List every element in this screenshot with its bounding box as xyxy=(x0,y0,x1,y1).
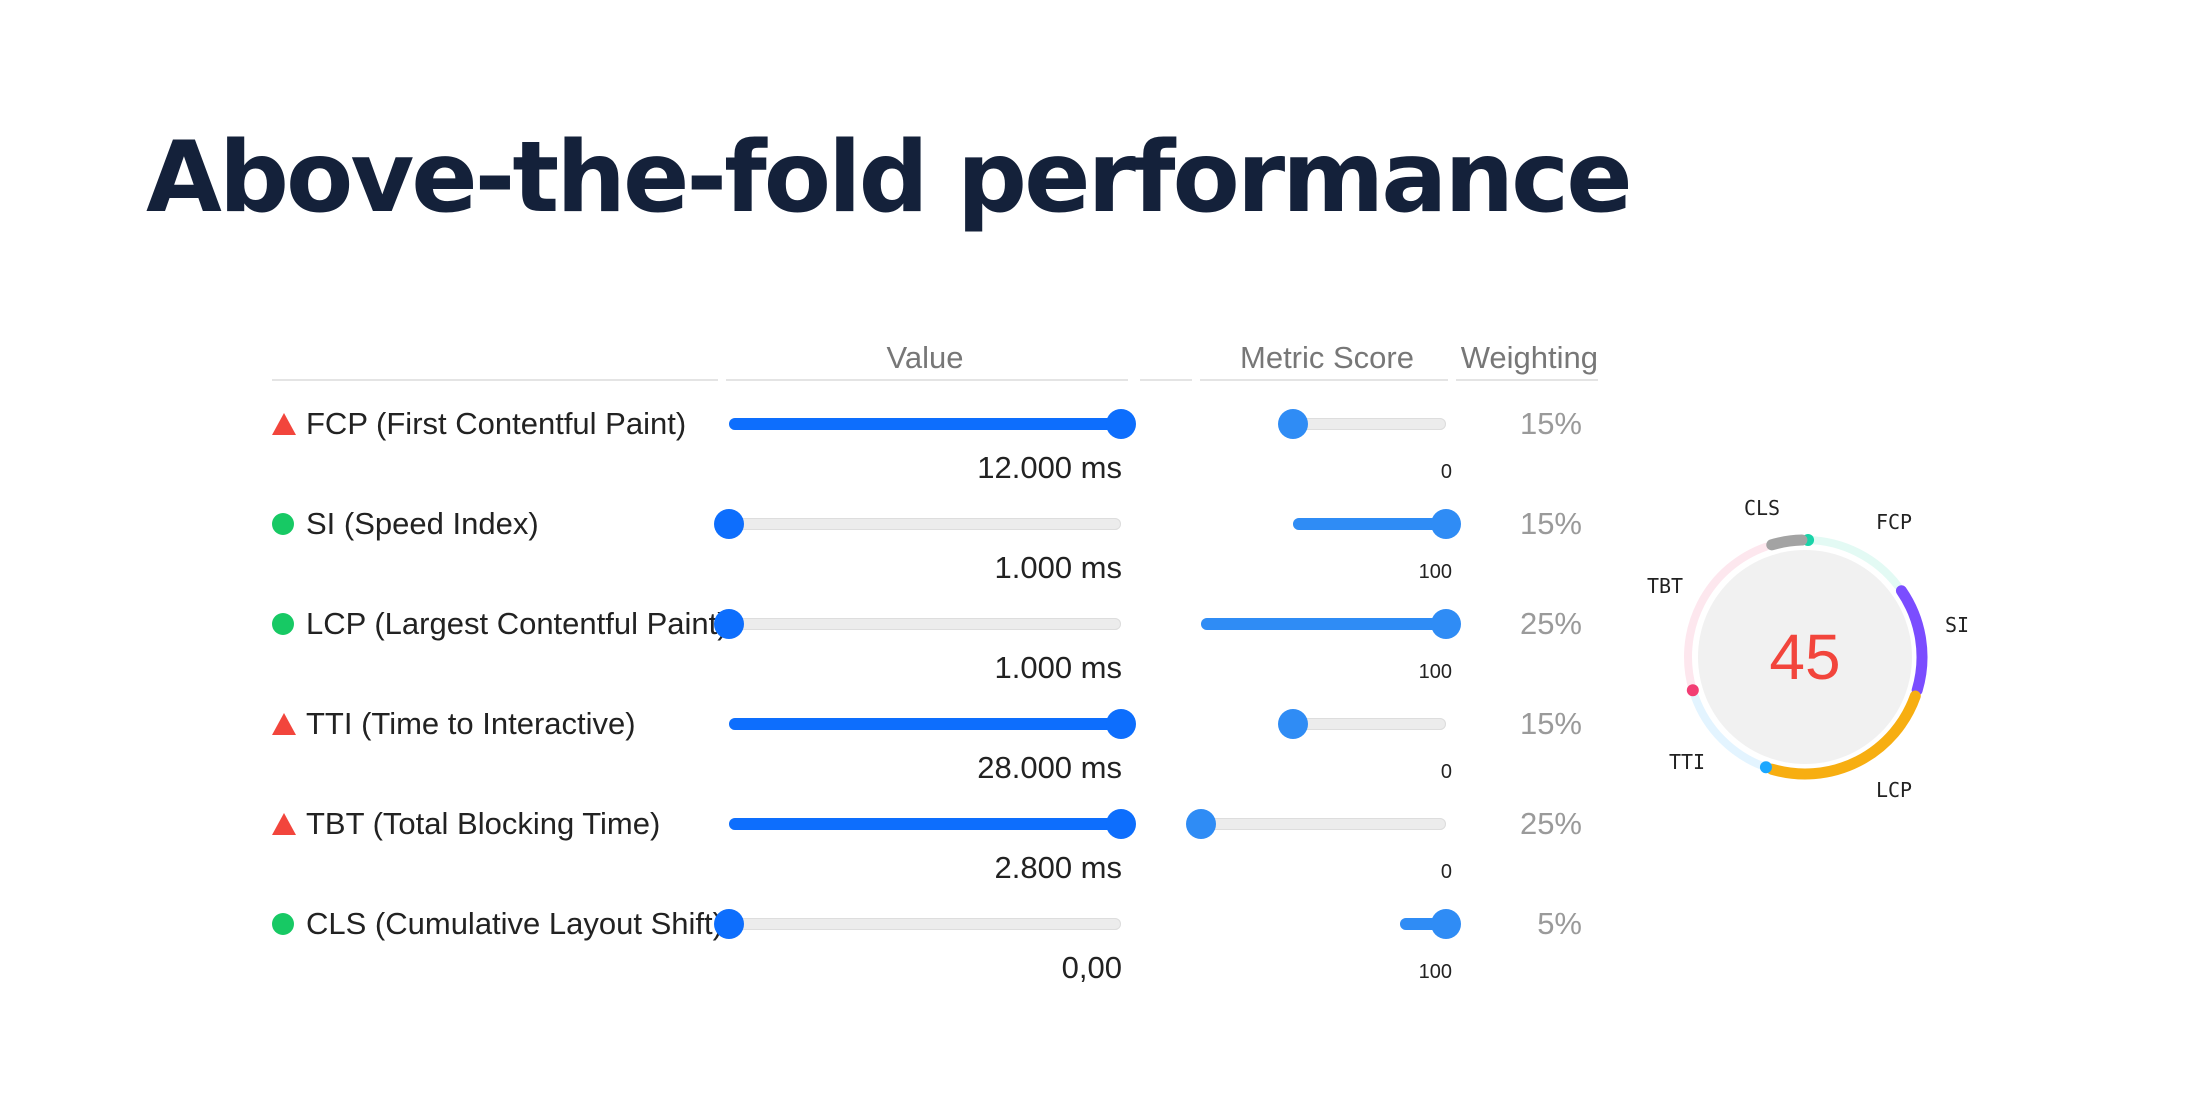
metric-row: FCP (First Contentful Paint) 12.000 ms 0 15… xyxy=(0,401,2206,501)
metric-value: 2.800 ms xyxy=(994,850,1122,885)
gauge-arc-lcp xyxy=(1766,690,1921,780)
metric-label: TBT (Total Blocking Time) xyxy=(306,806,661,841)
metric-label: TTI (Time to Interactive) xyxy=(306,706,636,741)
fail-triangle-icon xyxy=(272,413,296,435)
metric-weighting: 15% xyxy=(1519,506,1582,541)
gauge-track-tbt xyxy=(1684,542,1770,695)
metric-row: LCP (Largest Contentful Paint) 1.000 ms 10… xyxy=(0,601,2206,701)
value-slider-thumb[interactable] xyxy=(714,909,744,939)
gauge-dot-tbt xyxy=(1686,684,1699,697)
score-slider-thumb[interactable] xyxy=(1278,409,1308,439)
score-slider[interactable] xyxy=(1201,609,1461,639)
score-slider-thumb[interactable] xyxy=(1431,509,1461,539)
metric-score: 0 xyxy=(1440,861,1452,883)
column-header-metric-score: Metric Score xyxy=(1240,340,1414,375)
performance-gauge: 45 FCP SI LCP TTI TBT CLS xyxy=(1647,496,1969,802)
value-slider-thumb[interactable] xyxy=(1106,809,1136,839)
value-slider-thumb[interactable] xyxy=(1106,709,1136,739)
metric-row: TTI (Time to Interactive) 28.000 ms 0 15% xyxy=(0,701,2206,801)
gauge-label-si: SI xyxy=(1945,613,1969,637)
metric-weighting: 25% xyxy=(1519,806,1582,841)
value-slider-fill xyxy=(729,718,1121,730)
column-header-weighting: Weighting xyxy=(1460,340,1598,375)
pass-dot-icon xyxy=(272,913,294,935)
value-slider-thumb[interactable] xyxy=(714,509,744,539)
value-slider[interactable] xyxy=(729,809,1136,839)
gauge-track-tti xyxy=(1690,692,1770,772)
metric-score: 100 xyxy=(1418,661,1452,683)
metric-value: 1.000 ms xyxy=(994,650,1122,685)
metric-label: SI (Speed Index) xyxy=(306,506,539,541)
metric-weighting: 25% xyxy=(1519,606,1582,641)
score-slider-thumb[interactable] xyxy=(1278,709,1308,739)
gauge-arc-cls xyxy=(1766,534,1808,551)
metric-value: 12.000 ms xyxy=(977,450,1122,485)
value-slider-thumb[interactable] xyxy=(714,609,744,639)
pass-dot-icon xyxy=(272,613,294,635)
header-divider xyxy=(726,379,1128,381)
score-slider[interactable] xyxy=(1186,809,1446,839)
score-slider[interactable] xyxy=(1293,509,1461,539)
header-divider xyxy=(1200,379,1448,381)
gauge-arc-si xyxy=(1895,585,1928,696)
fail-triangle-icon xyxy=(272,813,296,835)
gauge-label-lcp: LCP xyxy=(1876,778,1912,802)
metric-score: 100 xyxy=(1418,561,1452,583)
pass-dot-icon xyxy=(272,513,294,535)
score-slider[interactable] xyxy=(1278,409,1446,439)
metric-weighting: 15% xyxy=(1519,706,1582,741)
metric-weighting: 15% xyxy=(1519,406,1582,441)
score-slider-thumb[interactable] xyxy=(1431,909,1461,939)
score-slider[interactable] xyxy=(1278,709,1446,739)
value-slider-thumb[interactable] xyxy=(1106,409,1136,439)
fail-triangle-icon xyxy=(272,713,296,735)
gauge-center xyxy=(1698,550,1912,764)
metric-label: FCP (First Contentful Paint) xyxy=(306,406,687,441)
metric-score: 0 xyxy=(1440,461,1452,483)
gauge-label-cls: CLS xyxy=(1744,496,1780,520)
metric-row: TBT (Total Blocking Time) 2.800 ms 0 25% xyxy=(0,801,2206,901)
score-slider-thumb[interactable] xyxy=(1186,809,1216,839)
value-slider[interactable] xyxy=(729,709,1136,739)
column-header-value: Value xyxy=(886,340,964,375)
metric-label: CLS (Cumulative Layout Shift) xyxy=(306,906,723,941)
value-slider-fill xyxy=(729,818,1121,830)
metric-weighting: 5% xyxy=(1537,906,1582,941)
header-divider xyxy=(272,379,718,381)
gauge-dot-tti xyxy=(1759,761,1772,774)
score-slider-thumb[interactable] xyxy=(1431,609,1461,639)
metric-score: 100 xyxy=(1418,961,1452,983)
score-slider-fill xyxy=(1201,618,1446,630)
gauge-label-tbt: TBT xyxy=(1647,574,1683,598)
metric-label: LCP (Largest Contentful Paint) xyxy=(306,606,728,641)
metric-score: 0 xyxy=(1440,761,1452,783)
metric-value: 0,00 xyxy=(1061,950,1122,985)
score-slider-fill xyxy=(1293,518,1446,530)
metric-value: 28.000 ms xyxy=(977,750,1122,785)
value-slider[interactable] xyxy=(714,509,1121,539)
metric-row: CLS (Cumulative Layout Shift) 0,00 100 5% xyxy=(0,901,2206,1001)
value-slider-fill xyxy=(729,418,1121,430)
value-slider[interactable] xyxy=(714,609,1121,639)
gauge-track-fcp xyxy=(1804,536,1902,590)
metric-value: 1.000 ms xyxy=(994,550,1122,585)
header-divider xyxy=(1456,379,1598,381)
value-slider[interactable] xyxy=(729,409,1136,439)
score-slider[interactable] xyxy=(1400,909,1461,939)
value-slider[interactable] xyxy=(714,909,1121,939)
gauge-label-fcp: FCP xyxy=(1876,510,1912,534)
header-divider xyxy=(1140,379,1192,381)
performance-score: 45 xyxy=(1769,621,1840,693)
gauge-label-tti: TTI xyxy=(1669,750,1705,774)
metric-row: SI (Speed Index) 1.000 ms 100 15% xyxy=(0,501,2206,601)
page-title: Above-the-fold performance xyxy=(146,121,1633,235)
